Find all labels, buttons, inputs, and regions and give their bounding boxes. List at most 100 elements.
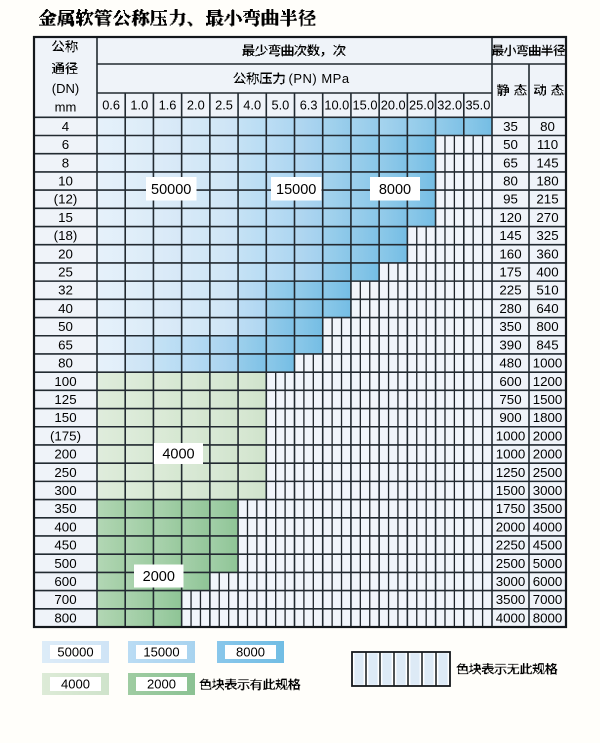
svg-text:750: 750 — [499, 392, 521, 407]
svg-text:2000: 2000 — [143, 569, 175, 585]
svg-text:1800: 1800 — [533, 410, 563, 425]
svg-text:(DN): (DN) — [52, 81, 79, 96]
svg-text:390: 390 — [499, 337, 521, 352]
svg-text:640: 640 — [536, 301, 558, 316]
svg-text:2.0: 2.0 — [187, 98, 205, 113]
svg-text:160: 160 — [499, 246, 521, 261]
svg-text:1250: 1250 — [496, 465, 526, 480]
svg-text:50: 50 — [503, 137, 518, 152]
svg-text:2000: 2000 — [147, 677, 176, 692]
svg-text:(PN) MPa: (PN) MPa — [289, 71, 350, 86]
svg-text:200: 200 — [54, 447, 76, 462]
svg-text:65: 65 — [58, 337, 73, 352]
svg-text:15000: 15000 — [143, 645, 179, 660]
svg-text:15000: 15000 — [276, 182, 316, 198]
svg-text:80: 80 — [503, 174, 518, 189]
svg-text:50: 50 — [58, 319, 73, 334]
svg-text:280: 280 — [499, 301, 521, 316]
svg-text:1500: 1500 — [533, 392, 563, 407]
svg-text:2000: 2000 — [533, 447, 563, 462]
svg-text:25.0: 25.0 — [409, 98, 434, 113]
svg-text:700: 700 — [54, 592, 76, 607]
svg-text:40: 40 — [58, 301, 73, 316]
svg-text:80: 80 — [58, 356, 73, 371]
svg-text:600: 600 — [54, 574, 76, 589]
svg-text:350: 350 — [54, 501, 76, 516]
svg-text:150: 150 — [54, 410, 76, 425]
svg-text:400: 400 — [54, 519, 76, 534]
svg-text:50000: 50000 — [151, 182, 191, 198]
svg-text:125: 125 — [54, 392, 76, 407]
svg-text:4: 4 — [62, 119, 69, 134]
svg-text:15: 15 — [58, 210, 73, 225]
svg-text:2000: 2000 — [533, 428, 563, 443]
svg-text:2500: 2500 — [533, 465, 563, 480]
svg-text:8: 8 — [62, 155, 69, 170]
svg-text:175: 175 — [499, 265, 521, 280]
svg-text:6: 6 — [62, 137, 69, 152]
svg-text:15.0: 15.0 — [353, 98, 378, 113]
svg-text:2500: 2500 — [496, 556, 526, 571]
svg-text:250: 250 — [54, 465, 76, 480]
svg-text:225: 225 — [499, 283, 521, 298]
svg-text:360: 360 — [536, 246, 558, 261]
svg-text:450: 450 — [54, 538, 76, 553]
svg-text:(12): (12) — [54, 192, 78, 207]
svg-text:400: 400 — [536, 265, 558, 280]
svg-text:145: 145 — [499, 228, 521, 243]
svg-text:4000: 4000 — [496, 610, 526, 625]
svg-text:800: 800 — [54, 610, 76, 625]
svg-text:1750: 1750 — [496, 501, 526, 516]
svg-text:2000: 2000 — [496, 519, 526, 534]
svg-text:500: 500 — [54, 556, 76, 571]
svg-text:20.0: 20.0 — [381, 98, 406, 113]
svg-text:65: 65 — [503, 155, 518, 170]
svg-text:35.0: 35.0 — [465, 98, 490, 113]
svg-text:900: 900 — [499, 410, 521, 425]
svg-text:8000: 8000 — [379, 182, 411, 198]
svg-text:6.3: 6.3 — [300, 98, 318, 113]
svg-text:145: 145 — [536, 155, 558, 170]
svg-text:110: 110 — [537, 137, 558, 152]
svg-text:1200: 1200 — [533, 374, 563, 389]
svg-text:215: 215 — [536, 192, 558, 207]
svg-text:3000: 3000 — [496, 574, 526, 589]
svg-text:8000: 8000 — [533, 610, 563, 625]
svg-text:0.6: 0.6 — [102, 98, 120, 113]
svg-text:1000: 1000 — [496, 447, 526, 462]
svg-text:600: 600 — [499, 374, 521, 389]
svg-text:3500: 3500 — [496, 592, 526, 607]
svg-text:(175): (175) — [50, 428, 81, 443]
svg-text:32.0: 32.0 — [437, 98, 462, 113]
svg-text:8000: 8000 — [236, 645, 265, 660]
svg-text:180: 180 — [536, 174, 558, 189]
svg-text:32: 32 — [58, 283, 73, 298]
svg-text:1000: 1000 — [533, 356, 563, 371]
svg-text:3500: 3500 — [533, 501, 563, 516]
svg-text:350: 350 — [499, 319, 521, 334]
svg-text:270: 270 — [536, 210, 558, 225]
svg-text:5.0: 5.0 — [272, 98, 290, 113]
svg-text:325: 325 — [536, 228, 558, 243]
svg-text:95: 95 — [503, 192, 518, 207]
svg-text:1.0: 1.0 — [130, 98, 148, 113]
svg-text:5000: 5000 — [533, 556, 563, 571]
svg-text:4000: 4000 — [533, 519, 563, 534]
svg-text:2.5: 2.5 — [215, 98, 233, 113]
svg-text:mm: mm — [55, 100, 77, 115]
svg-text:50000: 50000 — [57, 645, 93, 660]
svg-text:800: 800 — [536, 319, 558, 334]
svg-text:6000: 6000 — [533, 574, 563, 589]
svg-text:120: 120 — [499, 210, 521, 225]
svg-text:100: 100 — [54, 374, 76, 389]
svg-text:4500: 4500 — [533, 538, 563, 553]
svg-text:10.0: 10.0 — [324, 98, 349, 113]
svg-text:80: 80 — [540, 119, 555, 134]
svg-text:510: 510 — [536, 283, 558, 298]
svg-text:4000: 4000 — [61, 677, 90, 692]
svg-text:480: 480 — [499, 356, 521, 371]
svg-text:1.6: 1.6 — [159, 98, 177, 113]
svg-text:7000: 7000 — [533, 592, 563, 607]
svg-text:35: 35 — [503, 119, 518, 134]
svg-text:(18): (18) — [54, 228, 78, 243]
